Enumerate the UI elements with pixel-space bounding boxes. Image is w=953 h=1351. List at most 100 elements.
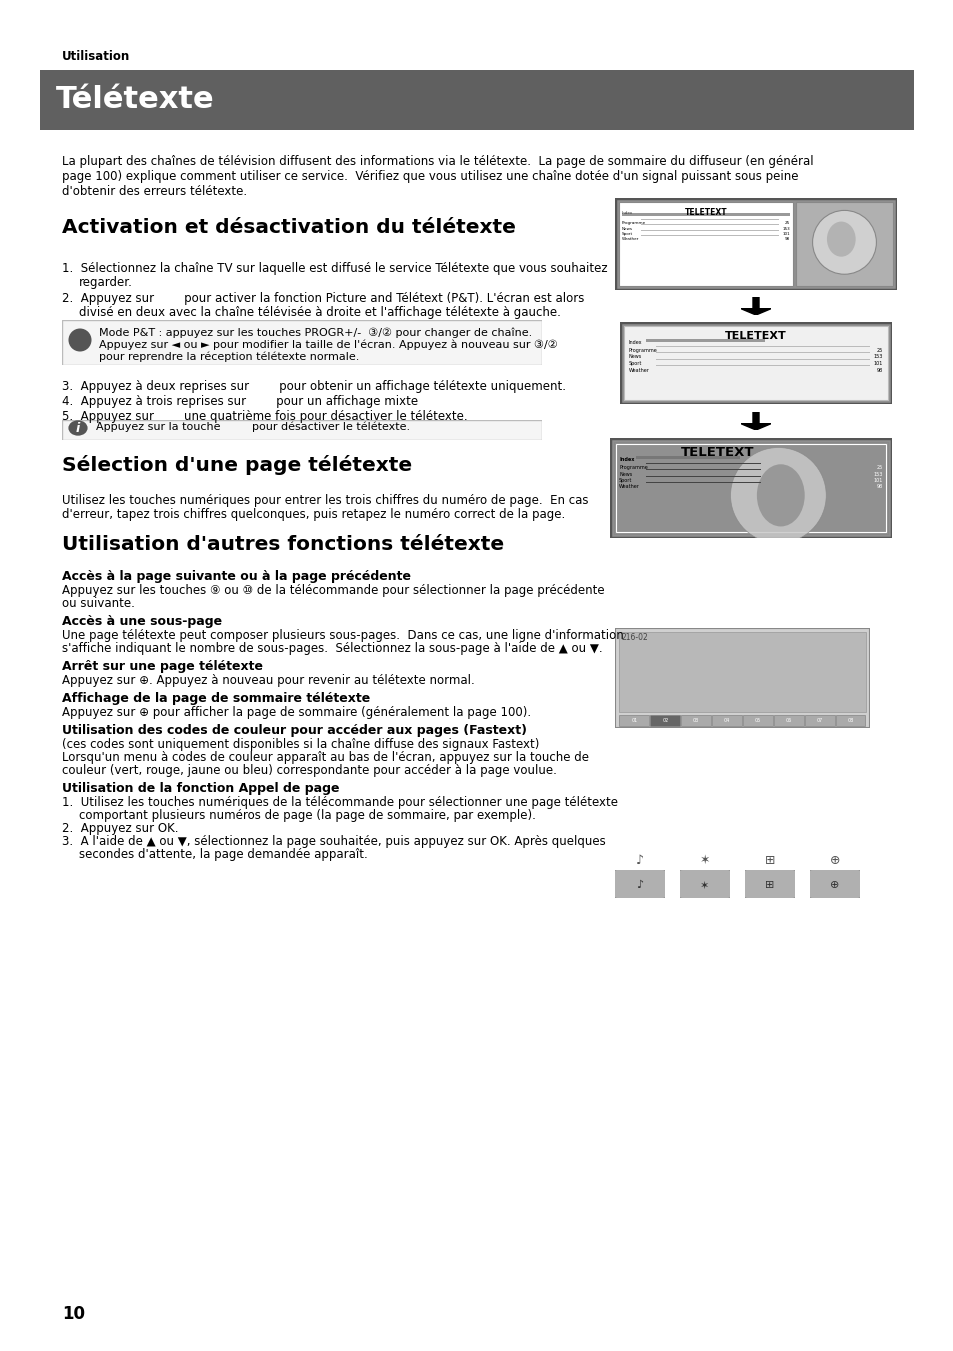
Text: Activation et désactivation du télétexte: Activation et désactivation du télétexte (62, 218, 516, 236)
Bar (835, 715, 864, 725)
Text: 04: 04 (723, 717, 729, 723)
Text: ⊕: ⊕ (829, 881, 839, 890)
Text: News: News (618, 471, 632, 477)
Text: 98: 98 (876, 367, 882, 373)
Circle shape (69, 420, 88, 435)
Text: 06: 06 (785, 717, 791, 723)
Circle shape (69, 328, 91, 351)
Text: 07: 07 (816, 717, 821, 723)
Text: s'affiche indiquant le nombre de sous-pages.  Sélectionnez la sous-page à l'aide: s'affiche indiquant le nombre de sous-pa… (62, 642, 602, 655)
Text: 25: 25 (876, 465, 882, 470)
Text: Utilisation de la fonction Appel de page: Utilisation de la fonction Appel de page (62, 782, 339, 794)
Text: Sport: Sport (618, 478, 632, 484)
Text: Programme: Programme (618, 465, 647, 470)
Text: ✶: ✶ (699, 854, 709, 867)
Text: 98: 98 (876, 485, 882, 489)
Text: Lorsqu'un menu à codes de couleur apparaît au bas de l'écran, appuyez sur la tou: Lorsqu'un menu à codes de couleur appara… (62, 751, 588, 765)
Text: 08: 08 (846, 717, 853, 723)
Text: News: News (628, 354, 641, 359)
Text: Utilisez les touches numériques pour entrer les trois chiffres du numéro de page: Utilisez les touches numériques pour ent… (62, 494, 588, 507)
Text: d'erreur, tapez trois chiffres quelconques, puis retapez le numéro correct de la: d'erreur, tapez trois chiffres quelconqu… (62, 508, 565, 521)
Text: 153: 153 (781, 227, 789, 231)
Text: 25: 25 (876, 349, 882, 353)
Bar (773, 715, 803, 725)
Ellipse shape (756, 465, 804, 527)
FancyBboxPatch shape (678, 869, 731, 898)
Text: 1.  Sélectionnez la chaîne TV sur laquelle est diffusé le service Télétexte que : 1. Sélectionnez la chaîne TV sur laquell… (62, 262, 607, 276)
Bar (742, 715, 772, 725)
Text: 1.  Utilisez les touches numériques de la télécommande pour sélectionner une pag: 1. Utilisez les touches numériques de la… (62, 796, 618, 809)
Text: (ces codes sont uniquement disponibles si la chaîne diffuse des signaux Fastext): (ces codes sont uniquement disponibles s… (62, 738, 538, 751)
Text: News: News (621, 227, 633, 231)
FancyBboxPatch shape (742, 869, 796, 898)
Text: ♪: ♪ (636, 881, 643, 890)
Text: Programme: Programme (628, 349, 657, 353)
Text: 3.  A l'aide de ▲ ou ▼, sélectionnez la page souhaitée, puis appuyez sur OK. Apr: 3. A l'aide de ▲ ou ▼, sélectionnez la p… (62, 835, 605, 848)
Bar (795, 203, 892, 286)
Bar (616, 444, 885, 532)
Bar (621, 213, 789, 216)
Text: 101: 101 (873, 478, 882, 484)
Text: d'obtenir des erreurs télétexte.: d'obtenir des erreurs télétexte. (62, 185, 247, 199)
Text: Programme: Programme (621, 222, 645, 226)
Text: ♪: ♪ (636, 854, 643, 867)
Text: 4.  Appuyez à trois reprises sur        pour un affichage mixte: 4. Appuyez à trois reprises sur pour un … (62, 394, 417, 408)
Text: Appuyez sur ⊕ pour afficher la page de sommaire (généralement la page 100).: Appuyez sur ⊕ pour afficher la page de s… (62, 707, 531, 719)
Text: 153: 153 (873, 354, 882, 359)
Text: La plupart des chaînes de télévision diffusent des informations via le télétexte: La plupart des chaînes de télévision dif… (62, 155, 813, 168)
Circle shape (730, 447, 825, 543)
FancyBboxPatch shape (807, 869, 861, 898)
Text: 101: 101 (781, 232, 789, 236)
Text: 98: 98 (784, 238, 789, 242)
Text: ⊞: ⊞ (764, 881, 774, 890)
Text: 02: 02 (661, 717, 668, 723)
Text: 216-02: 216-02 (621, 634, 648, 642)
Text: 01: 01 (631, 717, 637, 723)
Text: Utilisation des codes de couleur pour accéder aux pages (Fastext): Utilisation des codes de couleur pour ac… (62, 724, 526, 738)
Text: ⊞: ⊞ (764, 854, 775, 867)
Circle shape (812, 211, 876, 274)
Text: Utilisation: Utilisation (62, 50, 131, 63)
Text: pour reprendre la réception télétexte normale.: pour reprendre la réception télétexte no… (99, 353, 359, 362)
Text: Télétexte: Télétexte (55, 85, 214, 115)
Text: Accès à une sous-page: Accès à une sous-page (62, 615, 222, 628)
Text: Sélection d'une page télétexte: Sélection d'une page télétexte (62, 455, 412, 476)
Bar (650, 715, 679, 725)
FancyBboxPatch shape (613, 869, 666, 898)
Text: 5.  Appuyez sur        une quatrième fois pour désactiver le télétexte.: 5. Appuyez sur une quatrième fois pour d… (62, 409, 467, 423)
Polygon shape (740, 297, 770, 315)
Text: 2.  Appuyez sur        pour activer la fonction Picture and Télétext (P&T). L'éc: 2. Appuyez sur pour activer la fonction … (62, 292, 584, 305)
Bar (645, 339, 764, 342)
Text: 03: 03 (692, 717, 699, 723)
Bar (711, 715, 741, 725)
Text: ✶: ✶ (700, 881, 709, 890)
Text: 101: 101 (873, 361, 882, 366)
Text: Appuyez sur les touches ⑨ ou ⑩ de la télécommande pour sélectionner la page préc: Appuyez sur les touches ⑨ ou ⑩ de la tél… (62, 584, 604, 597)
Text: Une page télétexte peut composer plusieurs sous-pages.  Dans ce cas, une ligne d: Une page télétexte peut composer plusieu… (62, 630, 623, 642)
Text: Appuyez sur ⊕. Appuyez à nouveau pour revenir au télétexte normal.: Appuyez sur ⊕. Appuyez à nouveau pour re… (62, 674, 475, 688)
Text: TELETEXT: TELETEXT (680, 446, 754, 459)
Text: 25: 25 (784, 222, 789, 226)
Ellipse shape (826, 222, 855, 257)
Bar (618, 715, 649, 725)
Bar (636, 457, 740, 459)
Text: comportant plusieurs numéros de page (la page de sommaire, par exemple).: comportant plusieurs numéros de page (la… (79, 809, 536, 821)
Text: TELETEXT: TELETEXT (684, 208, 726, 218)
Bar (680, 715, 710, 725)
Text: ou suivante.: ou suivante. (62, 597, 134, 611)
Bar (804, 715, 834, 725)
Text: Utilisation d'autres fonctions télétexte: Utilisation d'autres fonctions télétexte (62, 535, 503, 554)
Text: Appuyez sur ◄ ou ► pour modifier la taille de l'écran. Appuyez à nouveau sur ③/②: Appuyez sur ◄ ou ► pour modifier la tail… (99, 340, 558, 350)
Bar (618, 632, 865, 712)
Text: 2.  Appuyez sur OK.: 2. Appuyez sur OK. (62, 821, 178, 835)
Text: page 100) explique comment utiliser ce service.  Vérifiez que vous utilisez une : page 100) explique comment utiliser ce s… (62, 170, 798, 182)
Polygon shape (740, 412, 770, 430)
Text: Mode P&T : appuyez sur les touches PROGR+/-  ③/② pour changer de chaîne.: Mode P&T : appuyez sur les touches PROGR… (99, 328, 532, 339)
Text: Arrêt sur une page télétexte: Arrêt sur une page télétexte (62, 661, 263, 673)
Text: Weather: Weather (621, 238, 639, 242)
Text: Weather: Weather (618, 485, 639, 489)
Text: Sport: Sport (621, 232, 633, 236)
Text: i: i (77, 332, 82, 347)
Text: 05: 05 (754, 717, 760, 723)
Text: Sport: Sport (628, 361, 641, 366)
